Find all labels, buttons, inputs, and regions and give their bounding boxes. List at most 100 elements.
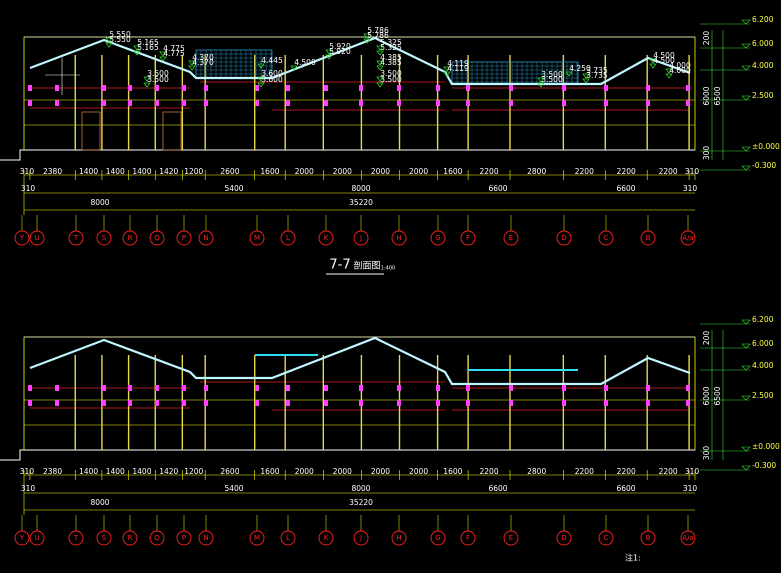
axis-label: H — [396, 534, 401, 542]
axis-bubble — [503, 530, 519, 546]
joint — [324, 85, 328, 91]
joint — [397, 385, 401, 391]
axis-bubble — [556, 530, 572, 546]
level-mark — [257, 82, 265, 88]
joint — [436, 85, 440, 91]
vertical-dim: 6500 — [713, 386, 722, 405]
axis-label: U — [34, 234, 39, 242]
dim-label: 310 — [685, 467, 700, 476]
joint — [562, 400, 566, 406]
axis-label: J — [359, 534, 362, 542]
level-mark — [133, 45, 141, 51]
level-mark — [443, 71, 451, 77]
dim-label: 2200 — [617, 167, 636, 176]
level-mark — [537, 82, 545, 88]
level-label: 2.500 — [752, 91, 774, 100]
joint — [436, 385, 440, 391]
level-mark — [649, 58, 657, 64]
joint — [604, 385, 608, 391]
axis-bubble — [14, 230, 30, 246]
dim-label: 1600 — [260, 467, 279, 476]
axis-bubble — [680, 230, 696, 246]
axis-label: Y — [19, 234, 25, 242]
elevation-label: 4.500 — [294, 58, 316, 67]
elevation-label: 3.500 — [380, 69, 402, 78]
joint — [324, 400, 328, 406]
dim-label: 2800 — [527, 467, 546, 476]
level-mark — [143, 82, 151, 88]
level-mark — [741, 19, 751, 25]
axis-bubble — [249, 230, 265, 246]
joint — [155, 385, 159, 391]
axis-label: S — [102, 534, 107, 542]
elevation-label: 4.385 — [380, 53, 402, 62]
level-label: 6.000 — [752, 39, 774, 48]
joint — [55, 100, 59, 106]
joint — [102, 85, 106, 91]
dim-label: 310 — [21, 184, 36, 193]
elevation-label: 5.325 — [380, 43, 402, 52]
joint — [28, 100, 32, 106]
elevation-label: 4.370 — [192, 58, 214, 67]
dim-label: 1400 — [106, 467, 125, 476]
level-mark — [741, 95, 751, 101]
joint — [359, 100, 363, 106]
dim-label: 2000 — [409, 167, 428, 176]
joint — [28, 400, 32, 406]
axis-bubble — [598, 230, 614, 246]
level-label: ±0.000 — [752, 442, 780, 451]
level-mark — [376, 50, 384, 56]
joint — [128, 400, 132, 406]
elevation-label: 3.500 — [541, 75, 563, 84]
dim-label: 6600 — [616, 184, 635, 193]
elevation-label: 3.600 — [261, 69, 283, 78]
dim-label: 310 — [20, 167, 35, 176]
level-mark — [290, 65, 298, 71]
axis-label: B — [646, 234, 651, 242]
dim-label: 2000 — [371, 467, 390, 476]
level-mark — [582, 78, 590, 84]
level-mark — [741, 343, 751, 349]
level-mark — [105, 42, 113, 48]
level-label: 6.200 — [752, 315, 774, 324]
joint — [397, 100, 401, 106]
joint — [686, 85, 690, 91]
joint — [55, 385, 59, 391]
dim-label: 8000 — [351, 184, 370, 193]
dim-label: 1420 — [159, 167, 178, 176]
axis-label: F — [466, 534, 470, 542]
elevation-label: 4.000 — [669, 66, 691, 75]
dim-label: 5400 — [224, 484, 243, 493]
elevation-label: 5.550 — [109, 35, 131, 44]
axis-label: R — [128, 234, 133, 242]
axis-label: K — [324, 534, 329, 542]
axis-label: J — [359, 234, 362, 242]
level-mark — [363, 33, 371, 39]
axis-label: U — [34, 534, 39, 542]
axis-label: R — [128, 534, 133, 542]
axis-bubble — [14, 530, 30, 546]
dim-label: 2000 — [295, 167, 314, 176]
axis-bubble — [68, 230, 84, 246]
dim-label: 1400 — [79, 467, 98, 476]
elevation-label: 5.786 — [367, 31, 389, 40]
elevation-label: 3.500 — [541, 70, 563, 79]
level-mark — [363, 38, 371, 44]
joint — [466, 100, 470, 106]
axis-bubble — [96, 530, 112, 546]
level-label: 6.000 — [752, 339, 774, 348]
joint — [255, 385, 259, 391]
dim-label: 1400 — [106, 167, 125, 176]
joint — [155, 85, 159, 91]
joint — [562, 100, 566, 106]
dim-label: 8000 — [351, 484, 370, 493]
axis-bubble — [68, 530, 84, 546]
ground — [0, 149, 695, 161]
level-mark — [741, 319, 751, 325]
joint — [286, 385, 290, 391]
joint — [155, 100, 159, 106]
joint — [436, 100, 440, 106]
axis-bubble — [318, 230, 334, 246]
axis-bubble — [598, 530, 614, 546]
level-mark — [741, 446, 751, 452]
